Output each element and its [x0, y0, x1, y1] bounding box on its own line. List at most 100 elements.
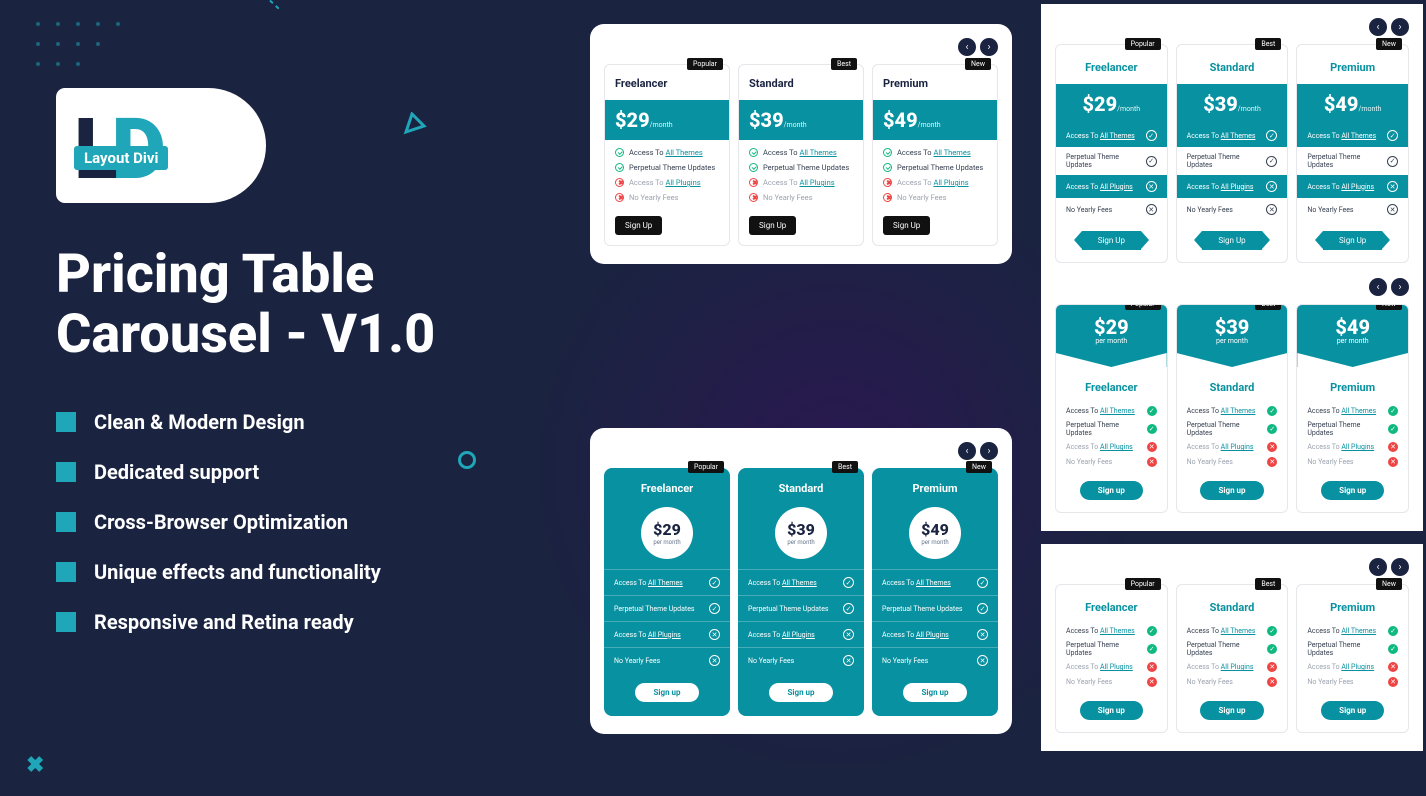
- plan-price: $49per month: [1297, 305, 1408, 367]
- plan-name: Standard: [1177, 585, 1288, 620]
- x-icon: ✕: [1387, 204, 1398, 215]
- plan-feature-row: Access To All Plugins✕: [604, 621, 730, 647]
- plan-feature-row: Perpetual Theme Updates: [615, 163, 719, 172]
- plan-name: Freelancer: [1056, 45, 1167, 84]
- signup-button[interactable]: Sign up: [1321, 701, 1384, 720]
- carousel-prev-button[interactable]: ‹: [958, 442, 976, 460]
- check-icon: [883, 163, 892, 172]
- bullet-icon: [56, 462, 76, 482]
- plan-name: Premium: [1297, 585, 1408, 620]
- signup-button[interactable]: Sign up: [1200, 701, 1263, 720]
- x-icon: ✕: [1266, 181, 1277, 192]
- x-icon: ✕: [1387, 181, 1398, 192]
- carousel-next-button[interactable]: ›: [1391, 558, 1409, 576]
- signup-button[interactable]: Sign Up: [1323, 231, 1382, 250]
- plan-name: Standard: [1177, 45, 1288, 84]
- carousel-next-button[interactable]: ›: [1391, 278, 1409, 296]
- plan-feature-row: Access To All Plugins: [883, 178, 987, 187]
- feature-item: Dedicated support: [56, 460, 526, 484]
- feature-item: Clean & Modern Design: [56, 410, 526, 434]
- plan-feature-row: Access To All Themes✓: [872, 569, 998, 595]
- pricing-card: BestStandard$39per monthAccess To All Th…: [738, 468, 864, 716]
- x-icon: ✕: [1388, 677, 1398, 687]
- plan-feature-row: No Yearly Fees✕: [1187, 677, 1278, 687]
- plan-badge: New: [966, 461, 992, 473]
- signup-button[interactable]: Sign Up: [1202, 231, 1261, 250]
- plan-badge: Best: [1255, 578, 1281, 590]
- plan-feature-row: Access To All Plugins✕: [1297, 175, 1408, 198]
- signup-button[interactable]: Sign Up: [1082, 231, 1141, 250]
- signup-button[interactable]: Sign up: [1080, 481, 1143, 500]
- pricing-card: BestStandard$39/monthAccess To All Theme…: [1176, 44, 1289, 263]
- check-icon: ✓: [1387, 130, 1398, 141]
- signup-button[interactable]: Sign Up: [883, 216, 930, 235]
- deco-dots: [32, 18, 152, 88]
- plan-badge: Popular: [1125, 304, 1161, 310]
- check-icon: [749, 163, 758, 172]
- carousel-next-button[interactable]: ›: [980, 38, 998, 56]
- x-icon: [883, 178, 892, 187]
- plan-feature-row: Perpetual Theme Updates✓: [1066, 421, 1157, 437]
- plan-name: Freelancer: [1056, 585, 1167, 620]
- plan-feature-row: No Yearly Fees✕: [872, 647, 998, 673]
- plan-feature-row: Access To All Themes✓: [738, 569, 864, 595]
- signup-button[interactable]: Sign up: [1080, 701, 1143, 720]
- signup-button[interactable]: Sign up: [903, 683, 966, 702]
- check-icon: [615, 148, 624, 157]
- plan-feature-row: Perpetual Theme Updates✓: [1177, 147, 1288, 175]
- feature-text: Dedicated support: [94, 460, 259, 484]
- plan-name: Standard: [738, 468, 864, 503]
- carousel-prev-button[interactable]: ‹: [1369, 278, 1387, 296]
- pricing-card: $29per monthPopularFreelancerAccess To A…: [1055, 304, 1168, 513]
- check-icon: ✓: [977, 577, 988, 588]
- plan-feature-row: No Yearly Fees✕: [1066, 457, 1157, 467]
- check-icon: ✓: [709, 577, 720, 588]
- x-icon: ✕: [843, 655, 854, 666]
- feature-list: Clean & Modern DesignDedicated supportCr…: [56, 410, 526, 634]
- x-icon: ✕: [1147, 677, 1157, 687]
- page-title: Pricing Table Carousel - V1.0: [56, 245, 526, 366]
- carousel-next-button[interactable]: ›: [980, 442, 998, 460]
- plan-badge: New: [1376, 578, 1402, 590]
- x-icon: ✕: [1388, 457, 1398, 467]
- feature-item: Unique effects and functionality: [56, 560, 526, 584]
- feature-item: Responsive and Retina ready: [56, 610, 526, 634]
- x-icon: [883, 193, 892, 202]
- signup-button[interactable]: Sign Up: [749, 216, 796, 235]
- plan-feature-row: Perpetual Theme Updates✓: [872, 595, 998, 621]
- plan-feature-row: No Yearly Fees✕: [604, 647, 730, 673]
- signup-button[interactable]: Sign up: [1321, 481, 1384, 500]
- carousel-prev-button[interactable]: ‹: [1369, 18, 1387, 36]
- pricing-card: $49per monthNewPremiumAccess To All Them…: [1296, 304, 1409, 513]
- plan-feature-row: Access To All Themes✓: [1307, 626, 1398, 636]
- plan-feature-row: No Yearly Fees✕: [1307, 677, 1398, 687]
- check-icon: ✓: [1267, 626, 1277, 636]
- plan-price: $39per month: [1177, 305, 1288, 367]
- x-icon: ✕: [709, 655, 720, 666]
- carousel-prev-button[interactable]: ‹: [958, 38, 976, 56]
- plan-feature-row: Access To All Plugins✕: [1056, 175, 1167, 198]
- plan-feature-row: Access To All Plugins✕: [738, 621, 864, 647]
- plan-feature-row: No Yearly Fees✕: [1056, 198, 1167, 221]
- signup-button[interactable]: Sign Up: [615, 216, 662, 235]
- check-icon: ✓: [843, 603, 854, 614]
- plan-feature-row: Access To All Plugins✕: [1066, 662, 1157, 672]
- plan-feature-row: No Yearly Fees✕: [738, 647, 864, 673]
- carousel-prev-button[interactable]: ‹: [1369, 558, 1387, 576]
- check-icon: ✓: [1267, 406, 1277, 416]
- carousel-next-button[interactable]: ›: [1391, 18, 1409, 36]
- plan-price: $29per month: [641, 507, 693, 559]
- plan-feature-row: Access To All Themes: [749, 148, 853, 157]
- signup-button[interactable]: Sign up: [635, 683, 698, 702]
- feature-text: Responsive and Retina ready: [94, 610, 354, 634]
- pricing-card: PopularFreelancer$29per monthAccess To A…: [604, 468, 730, 716]
- signup-button[interactable]: Sign up: [1200, 481, 1263, 500]
- x-icon: ✕: [1147, 442, 1157, 452]
- plan-price: $49per month: [909, 507, 961, 559]
- plan-name: Premium: [873, 65, 997, 100]
- plan-feature-row: Access To All Plugins✕: [1187, 662, 1278, 672]
- plan-price: $29/month: [605, 100, 729, 140]
- signup-button[interactable]: Sign up: [769, 683, 832, 702]
- plan-feature-row: Perpetual Theme Updates✓: [1056, 147, 1167, 175]
- check-icon: ✓: [1267, 644, 1277, 654]
